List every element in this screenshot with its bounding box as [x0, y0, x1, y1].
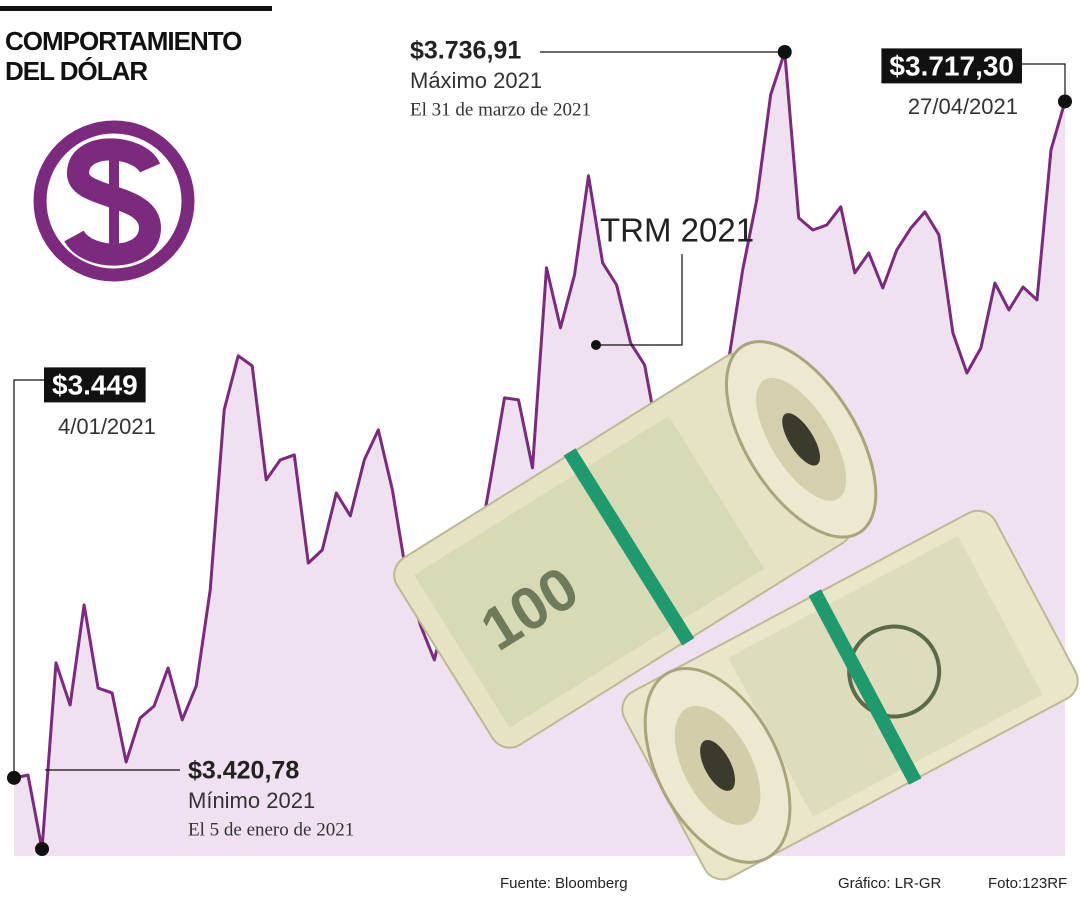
series-label: TRM 2021 [600, 212, 754, 249]
value-label: $3.449 [52, 369, 138, 400]
point [35, 842, 50, 856]
value-note: 27/04/2021 [908, 94, 1018, 119]
money-photo: 100 [393, 340, 1079, 881]
leader-line [1020, 63, 1066, 102]
value-note: Máximo 2021 [410, 68, 542, 93]
label-box [881, 48, 1022, 84]
value-note: 4/01/2021 [58, 414, 156, 439]
value-note: El 31 de marzo de 2021 [410, 99, 591, 120]
value-note: Mínimo 2021 [188, 788, 315, 813]
value-label: $3.736,91 [410, 37, 521, 65]
leader-line [45, 769, 180, 771]
value-label: $3.717,30 [889, 50, 1014, 81]
chart-title: COMPORTAMIENTO DEL DÓLAR [5, 26, 242, 86]
top-rule [0, 6, 272, 11]
value-label: $3.420,78 [188, 757, 299, 785]
label-box [44, 367, 146, 403]
footer-text: Gráfico: LR-GR [838, 875, 942, 892]
dollar-icon [33, 120, 195, 282]
line [13, 50, 1067, 851]
footer-text: Foto:123RF [988, 875, 1067, 892]
series-label-leader [591, 254, 683, 350]
point [7, 770, 21, 785]
footer-text: Fuente: Bloomberg [500, 875, 628, 892]
point [777, 45, 792, 59]
value-note: El 5 de enero de 2021 [188, 819, 354, 840]
point [1058, 94, 1072, 109]
leader-line [13, 379, 46, 778]
